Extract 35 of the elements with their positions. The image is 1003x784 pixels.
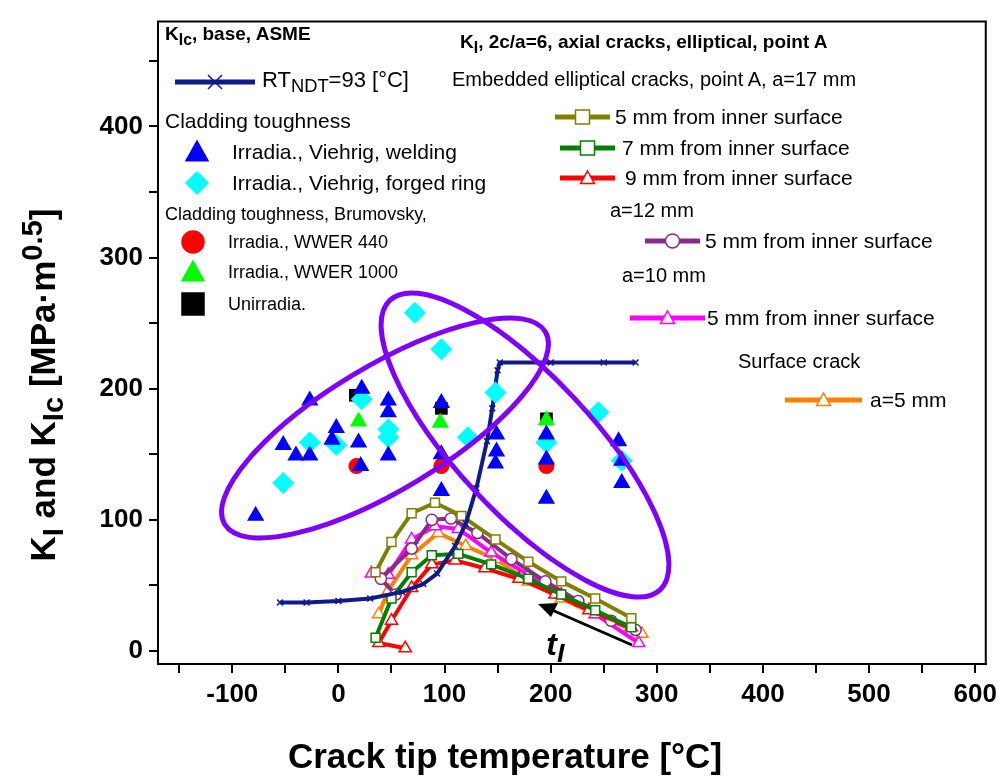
x-tick-label: 600 (953, 677, 997, 708)
annotation: K$_{I}$, 2c/a=6, axial cracks, elliptical, point A (460, 31, 828, 56)
y-tick-label: 100 (99, 502, 143, 533)
y-tick-label: 200 (99, 371, 143, 402)
y-tick-label: 400 (99, 109, 143, 140)
x-tick-label: 300 (635, 677, 679, 708)
legend-label: a=5 mm (870, 388, 947, 412)
annotation: K$_{Ic}$, base, ASME (165, 23, 311, 48)
x-tick-label: 200 (528, 677, 573, 708)
annotation: a=10 mm (622, 264, 706, 286)
y-tick-label: 0 (128, 634, 143, 665)
x-tick-label: 400 (741, 677, 785, 708)
legend-label: Irradia., WWER 1000 (228, 261, 399, 283)
x-tick-label: 0 (331, 677, 346, 708)
legend-label: RT$_{NDT}$=93 [°C] (262, 66, 409, 98)
annotation: a=12 mm (610, 199, 694, 221)
legend-label: Irradia., WWER 440 (228, 231, 389, 253)
legend-label: 9 mm from inner surface (625, 166, 853, 190)
annotation: Embedded elliptical cracks, point A, a=17 mm (452, 68, 857, 90)
x-tick-label: 100 (422, 677, 467, 708)
x-tick-label: -100 (206, 677, 259, 708)
legend-label: Irradia., Viehrig, welding (232, 140, 457, 164)
legend-label: 5 mm from inner surface (615, 105, 843, 129)
x-tick-label: 500 (847, 677, 891, 708)
legend-label: 5 mm from inner surface (707, 306, 935, 330)
y-tick-label: 300 (99, 240, 143, 271)
legend-label: Unirradia. (228, 293, 307, 315)
annotation: Cladding toughness (165, 109, 351, 132)
annotation: t$_{I}$ (546, 625, 565, 668)
annotation: Surface crack (738, 350, 861, 372)
legend-label: Irradia., Viehrig, forged ring (232, 171, 487, 195)
legend-label: 5 mm from inner surface (705, 229, 933, 253)
annotation: Cladding toughness, Brumovsky, (165, 204, 427, 224)
x-axis-title: Crack tip temperature [°C] (286, 736, 724, 775)
legend-label: 7 mm from inner surface (622, 136, 850, 160)
